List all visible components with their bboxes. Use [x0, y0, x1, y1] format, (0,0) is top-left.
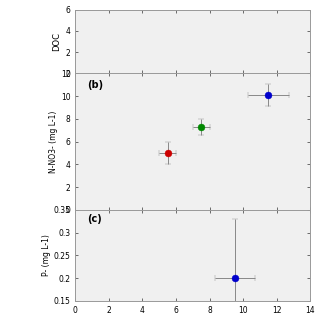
Y-axis label: N-NO3- (mg L-1): N-NO3- (mg L-1)	[49, 110, 58, 173]
Y-axis label: DOC: DOC	[52, 32, 61, 51]
Y-axis label: P- (mg L-1): P- (mg L-1)	[42, 234, 51, 276]
Text: (b): (b)	[87, 80, 103, 90]
Text: (c): (c)	[87, 214, 102, 224]
